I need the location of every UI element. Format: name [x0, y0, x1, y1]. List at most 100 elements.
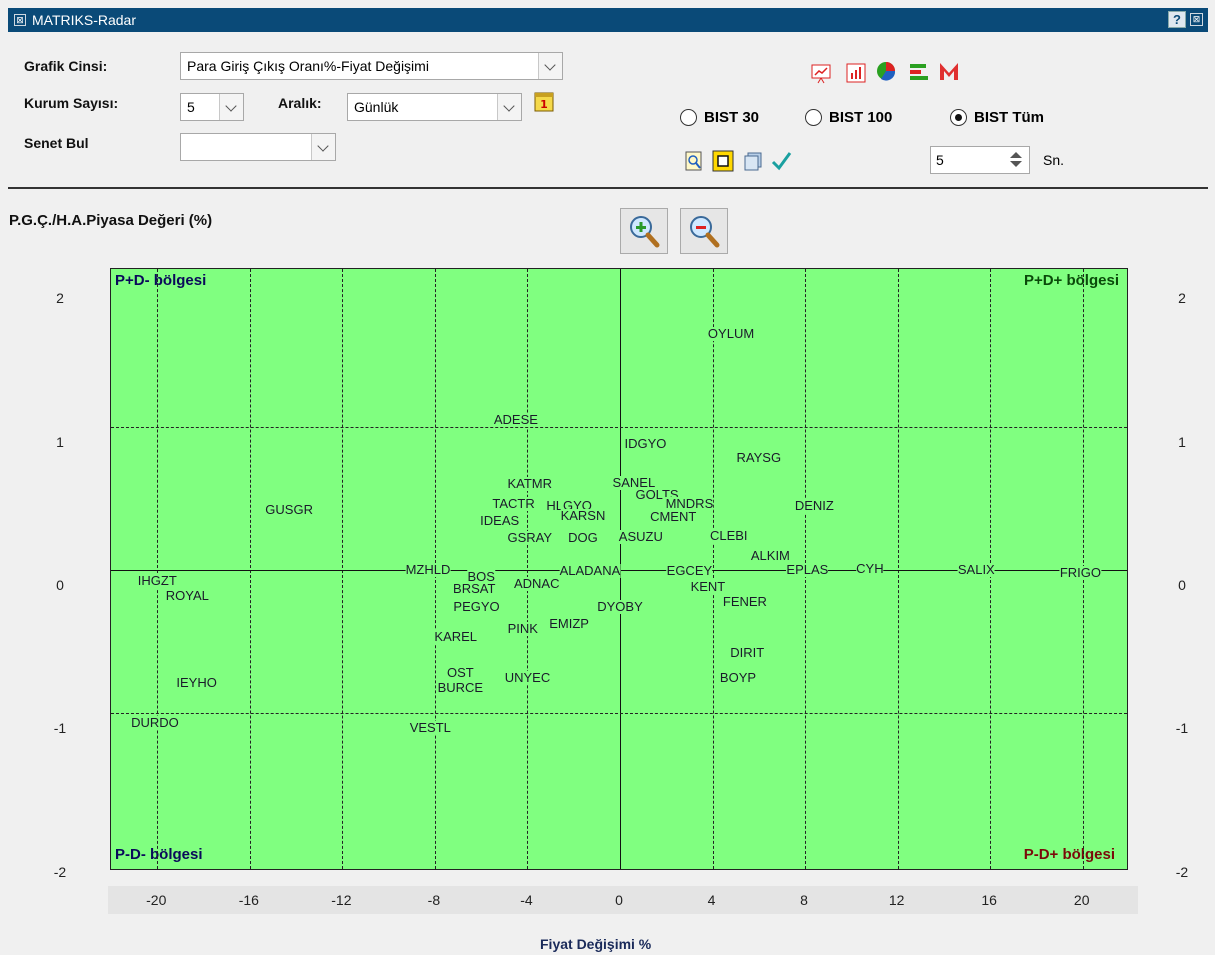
stock-point[interactable]: DIRIT — [730, 645, 765, 661]
stock-point[interactable]: BRSAT — [453, 580, 496, 596]
stock-point[interactable]: ALADANA — [559, 563, 621, 579]
stock-point[interactable]: DYOBY — [597, 599, 643, 615]
stock-point[interactable]: IDGYO — [624, 435, 667, 451]
stock-point[interactable]: ASUZU — [618, 529, 663, 545]
stock-point[interactable]: BOS — [467, 569, 495, 585]
x-tick-label: 20 — [1073, 892, 1090, 908]
bar-chart-icon[interactable] — [845, 62, 867, 84]
x-tick-label: -4 — [520, 892, 533, 908]
radio-indicator[interactable] — [805, 109, 822, 126]
chevron-down-icon[interactable] — [497, 94, 521, 120]
stock-point[interactable]: CLEBI — [709, 527, 748, 543]
zoom-out-icon — [690, 216, 720, 248]
y-tick-label: -2 — [53, 863, 67, 880]
stock-point[interactable]: IEYHO — [176, 675, 217, 691]
stock-point[interactable]: ADNAC — [513, 576, 560, 592]
title-bar: ⊠ MATRIKS-Radar ? ⊠ — [8, 8, 1208, 32]
quadrant-label-br: P-D+ bölgesi — [1021, 846, 1117, 863]
radio-indicator[interactable] — [680, 109, 697, 126]
y-tick-label: -1 — [1175, 720, 1189, 737]
stock-point[interactable]: DURDO — [131, 715, 179, 731]
y-tick-label: 0 — [56, 577, 64, 593]
stock-point[interactable]: GSRAY — [507, 530, 553, 546]
senet-bul-select[interactable] — [180, 133, 336, 161]
stock-point[interactable]: HLGYO — [546, 497, 592, 513]
radio-bist-tum[interactable]: BIST Tüm — [950, 107, 1044, 129]
checkmark-icon[interactable] — [770, 150, 792, 172]
horizontal-bar-icon[interactable] — [908, 61, 930, 83]
zoom-out-button[interactable] — [680, 208, 728, 254]
chevron-down-icon[interactable] — [311, 134, 335, 160]
aralik-select[interactable]: Günlük — [347, 93, 522, 121]
stock-point[interactable]: FRIGO — [1059, 564, 1101, 580]
help-button[interactable]: ? — [1168, 11, 1186, 28]
spinner-arrows-icon[interactable] — [1001, 147, 1029, 173]
zoom-in-button[interactable] — [620, 208, 668, 254]
stock-point[interactable]: MZHLD — [405, 562, 451, 577]
stock-point[interactable]: MNDRS — [665, 496, 714, 512]
preview-icon[interactable] — [683, 150, 705, 172]
x-tick-label: 12 — [888, 892, 905, 908]
chevron-down-icon[interactable] — [219, 94, 243, 120]
stock-point[interactable]: PINK — [507, 620, 538, 636]
stock-point[interactable]: KAREL — [434, 629, 478, 645]
y-axis-line — [620, 269, 621, 869]
stock-point[interactable]: DENIZ — [794, 497, 834, 513]
scatter-plot-area[interactable]: P+D- bölgesi P+D+ bölgesi P-D- bölgesi P… — [110, 268, 1128, 870]
window-icon[interactable] — [742, 150, 764, 172]
matriks-logo-icon[interactable] — [938, 60, 960, 82]
grafik-cinsi-select[interactable]: Para Giriş Çıkış Oranı%-Fiyat Değişimi — [180, 52, 563, 80]
stock-point[interactable]: EMIZP — [549, 616, 589, 632]
stock-point[interactable]: IHGZT — [137, 573, 177, 589]
stock-point[interactable]: KATMR — [507, 476, 553, 491]
stock-point[interactable]: VESTL — [409, 719, 451, 735]
stock-point[interactable]: EGCEY — [666, 563, 713, 579]
x-gridline — [249, 269, 251, 869]
x-tick-label: 8 — [800, 892, 808, 908]
stock-point[interactable]: UNYEC — [504, 669, 551, 685]
pie-chart-icon[interactable] — [875, 60, 897, 82]
calendar-icon[interactable]: 1 — [533, 91, 555, 113]
y-gridline — [111, 713, 1127, 715]
y-tick-label: 1 — [56, 433, 64, 450]
close-icon[interactable]: ⊠ — [1190, 13, 1203, 26]
y-tick-label: 2 — [1178, 290, 1186, 307]
svg-text:1: 1 — [540, 98, 548, 111]
quadrant-label-bl: P-D- bölgesi — [113, 846, 205, 863]
stock-point[interactable]: SALIX — [957, 562, 995, 577]
x-axis-title: Fiyat Değişimi % — [540, 936, 652, 952]
stock-point[interactable]: CYH — [856, 560, 884, 576]
system-menu-icon[interactable]: ⊠ — [14, 14, 26, 26]
stock-point[interactable]: ALKIM — [750, 547, 790, 563]
stock-point[interactable]: RAYSG — [736, 450, 782, 466]
quadrant-label-tr: P+D+ bölgesi — [1021, 272, 1121, 289]
stock-point[interactable]: GUSGR — [265, 501, 313, 517]
stock-point[interactable]: BURCE — [437, 679, 484, 695]
stock-point[interactable]: EPLAS — [786, 562, 829, 577]
stock-point[interactable]: KARSN — [560, 507, 606, 523]
stock-point[interactable]: ADESE — [493, 411, 538, 427]
stock-point[interactable]: BOYP — [719, 669, 757, 685]
y-tick-label: 1 — [1178, 433, 1186, 450]
radio-bist100[interactable]: BIST 100 — [805, 107, 892, 129]
radio-indicator[interactable] — [950, 109, 967, 126]
y-tick-label: 0 — [1178, 577, 1186, 593]
presentation-chart-icon[interactable] — [810, 62, 832, 84]
y-tick-label: -1 — [53, 720, 67, 737]
stock-point[interactable]: SANEL — [612, 474, 656, 490]
stock-point[interactable]: TACTR — [492, 496, 535, 512]
stock-point[interactable]: FENER — [722, 593, 767, 609]
frame-icon[interactable] — [712, 150, 734, 172]
stock-point[interactable]: ROYAL — [165, 587, 209, 603]
radio-bist30[interactable]: BIST 30 — [680, 107, 759, 129]
stock-point[interactable]: OST — [446, 665, 474, 681]
stock-point[interactable]: PEGYO — [453, 599, 500, 615]
stock-point[interactable]: CMENT — [650, 508, 697, 524]
stock-point[interactable]: OYLUM — [707, 325, 755, 341]
stock-point[interactable]: DOG — [568, 530, 598, 546]
stock-point[interactable]: IDEAS — [480, 513, 520, 529]
chevron-down-icon[interactable] — [538, 53, 562, 79]
stock-point[interactable]: KENT — [690, 579, 726, 595]
kurum-sayisi-select[interactable]: 5 — [180, 93, 244, 121]
interval-spinner[interactable]: 5 — [930, 146, 1030, 174]
